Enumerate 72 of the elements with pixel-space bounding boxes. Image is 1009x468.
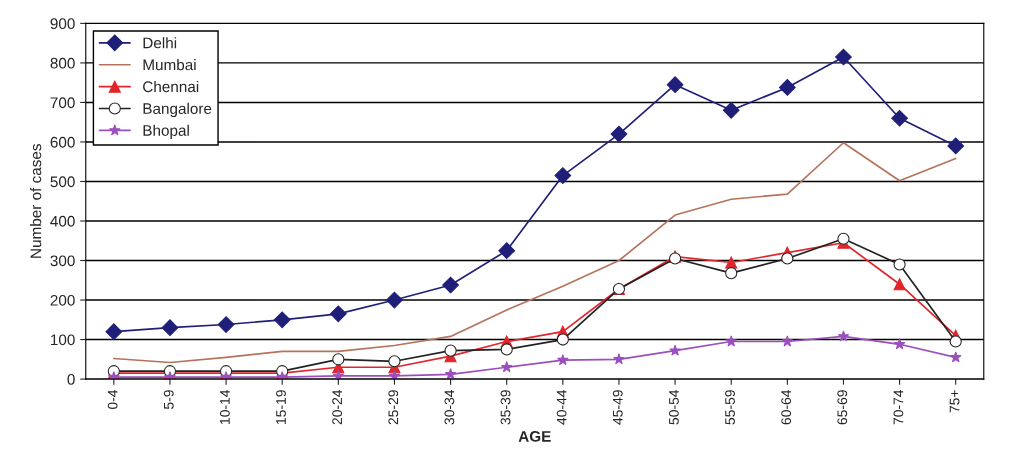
point (725, 256, 738, 269)
point (781, 252, 794, 265)
point (781, 335, 794, 347)
point (554, 167, 572, 184)
point (893, 278, 906, 291)
point (500, 343, 513, 356)
point (610, 125, 628, 143)
legend-label: Delhi (143, 37, 177, 49)
x-tick-label: 25-29 (388, 390, 399, 425)
x-tick-label: 10-14 (219, 389, 230, 424)
point (666, 76, 684, 94)
point (386, 291, 403, 309)
x-tick-label: 30-34 (444, 389, 455, 425)
point (557, 354, 569, 366)
y-tick-label: 100 (51, 334, 75, 346)
x-tick-label: 40-44 (556, 389, 567, 425)
point (669, 344, 681, 356)
point (725, 267, 738, 280)
point (947, 137, 965, 155)
x-tick-label: 45-49 (612, 390, 623, 425)
point (388, 355, 401, 368)
point (613, 353, 625, 365)
point (556, 333, 569, 346)
point (444, 344, 457, 357)
legend-label: Bangalore (143, 102, 212, 118)
y-tick-label: 300 (50, 255, 75, 267)
x-tick-label: 5-9 (163, 390, 174, 410)
y-tick-label: 700 (50, 97, 75, 109)
point (498, 242, 516, 260)
point (161, 319, 179, 337)
x-tick-label: 15-19 (276, 390, 286, 424)
x-tick-label: 60-64 (781, 389, 792, 425)
x-tick-label: 20-24 (332, 389, 343, 425)
y-tick-label: 0 (67, 373, 75, 385)
y-axis-title: Number of cases (30, 144, 42, 258)
point (891, 109, 908, 127)
line-series (112, 141, 957, 364)
y-tick-label: 200 (50, 294, 75, 306)
x-tick-label: 75+ (949, 390, 960, 413)
legend-label: Bhopal (143, 124, 189, 139)
y-tick-label: 600 (50, 136, 75, 148)
x-tick-label: 0-4 (107, 389, 118, 410)
point (442, 276, 459, 294)
point (217, 316, 235, 333)
x-axis-title: AGE (518, 430, 551, 442)
point (835, 48, 852, 66)
point (725, 335, 738, 347)
x-tick-label: 70-74 (893, 389, 904, 425)
point (949, 351, 962, 363)
point (949, 335, 962, 348)
point (837, 330, 850, 342)
x-tick-label: 35-39 (500, 390, 511, 425)
point (893, 338, 906, 350)
y-tick-label: 900 (50, 18, 75, 30)
x-tick-label: 55-59 (725, 390, 735, 425)
x-tick-label: 50-54 (668, 389, 679, 425)
y-tick-label: 500 (50, 176, 75, 188)
legend-label: Mumbai (143, 59, 196, 71)
point (893, 258, 906, 271)
point (778, 79, 796, 96)
point (837, 232, 850, 245)
point (105, 323, 123, 341)
point (329, 305, 347, 323)
legend-label: Chennai (143, 80, 199, 93)
point (273, 311, 291, 329)
y-tick-label: 800 (50, 57, 75, 69)
point (332, 353, 345, 366)
point (500, 361, 513, 373)
y-tick-label: 400 (50, 215, 75, 227)
point (722, 101, 740, 119)
point (444, 368, 457, 380)
x-tick-label: 65-69 (837, 390, 848, 425)
